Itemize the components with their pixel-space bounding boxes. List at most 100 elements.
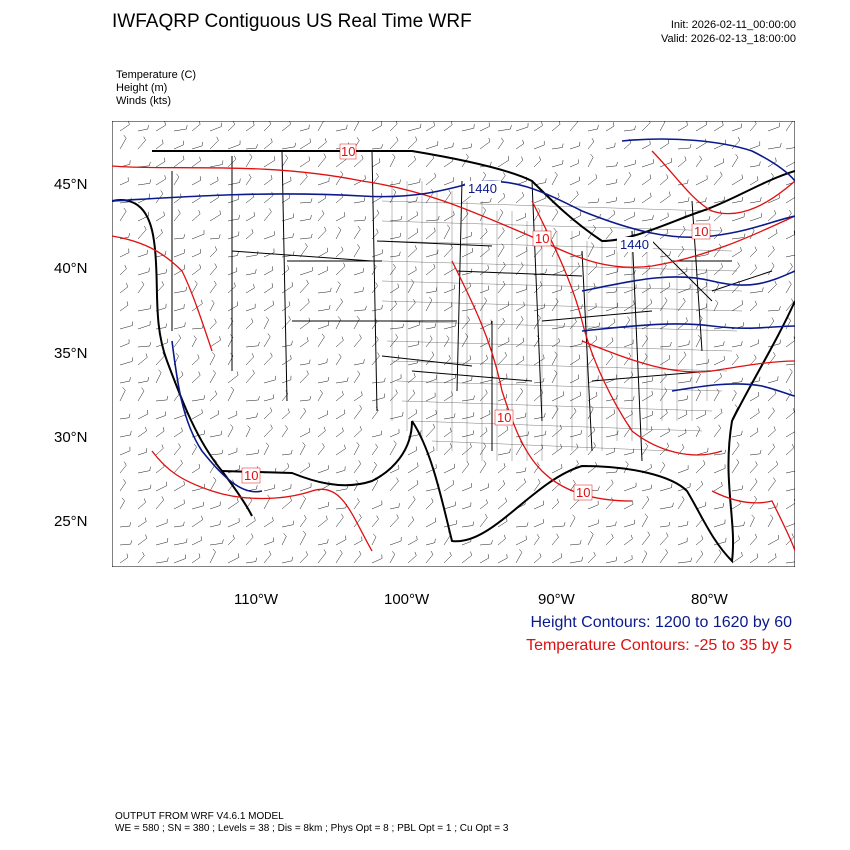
wind-barb-flag <box>269 121 272 125</box>
wind-barb <box>767 309 780 312</box>
wind-barb-flag <box>453 413 456 418</box>
wind-barb <box>317 519 328 528</box>
wind-barb <box>317 230 327 240</box>
wind-barb <box>785 536 794 546</box>
wind-barb <box>587 157 594 168</box>
wind-barb-flag <box>357 225 361 230</box>
wind-barb <box>497 141 504 150</box>
wind-barb <box>461 319 470 330</box>
wind-barb-flag <box>666 532 669 537</box>
wind-barb-flag <box>338 353 342 358</box>
wind-barb <box>191 358 200 366</box>
wind-barb <box>605 125 615 132</box>
wind-barb <box>497 521 508 528</box>
wind-barb <box>281 217 294 222</box>
wind-barb-flag <box>771 172 774 177</box>
wind-barb-flag <box>614 142 616 147</box>
wind-barb <box>659 286 671 294</box>
wind-barb-flag <box>144 225 147 230</box>
wind-barb <box>209 453 222 456</box>
wind-barb-flag <box>203 395 206 400</box>
wind-barb <box>713 552 722 564</box>
wind-barb <box>443 446 452 456</box>
wind-barb <box>569 163 579 168</box>
wind-barb <box>623 175 632 186</box>
wind-barb <box>515 250 528 258</box>
wind-barb <box>641 534 650 546</box>
wind-barb-flag <box>356 442 360 446</box>
wind-barb <box>155 448 164 456</box>
lat-label: 45°N <box>54 176 88 193</box>
wind-barb-flag <box>220 430 223 435</box>
wind-barb-flag <box>396 477 399 482</box>
wind-barb <box>371 308 382 312</box>
wind-barb-flag <box>684 156 687 161</box>
wind-barb-flag <box>758 323 761 328</box>
wind-barb <box>533 556 542 564</box>
wind-barb-flag <box>164 121 166 126</box>
wind-barb-flag <box>502 227 505 231</box>
wind-barb <box>605 146 615 150</box>
wind-barb-flag <box>473 412 475 417</box>
wind-barb-flag <box>165 268 167 273</box>
wind-barb-flag <box>718 549 722 554</box>
wind-barb-flag <box>705 197 707 202</box>
wind-barb <box>443 534 451 546</box>
wind-barb <box>371 397 385 402</box>
wind-barb-flag <box>433 446 435 451</box>
wind-barb <box>623 504 634 510</box>
lat-label: 30°N <box>54 429 88 446</box>
wind-barb <box>785 147 795 150</box>
wind-barb-flag <box>429 296 433 301</box>
wind-barb <box>299 142 311 150</box>
wind-barb <box>569 288 580 294</box>
wind-barb <box>299 341 309 348</box>
wind-barb-flag <box>774 280 777 285</box>
wind-barb <box>695 142 707 150</box>
wind-barb <box>227 235 239 240</box>
wind-barb-flag <box>754 354 757 359</box>
wind-barb <box>443 395 453 402</box>
wind-barb <box>677 561 691 564</box>
wind-barb <box>173 268 186 276</box>
wind-barb <box>155 232 163 240</box>
wind-barb-flag <box>690 557 693 562</box>
wind-barb <box>479 463 487 474</box>
wind-barb <box>281 344 292 348</box>
wind-barb-flag <box>716 388 720 393</box>
wind-barb <box>317 251 328 258</box>
wind-barb-flag <box>523 478 526 483</box>
wind-barb-flag <box>201 299 203 304</box>
lon-label: 90°W <box>538 591 575 608</box>
wind-barb <box>713 125 724 132</box>
wind-barb-flag <box>754 121 757 124</box>
wind-barb <box>209 373 216 384</box>
wind-barb <box>443 431 452 438</box>
wind-barb-flag <box>751 514 755 519</box>
wind-barb <box>461 399 474 402</box>
wind-barb <box>749 291 763 294</box>
wind-barb-flag <box>375 443 378 448</box>
wind-barb-flag <box>376 336 379 341</box>
wind-barb <box>713 468 726 474</box>
wind-barb <box>317 552 327 564</box>
wind-barb-flag <box>302 442 306 446</box>
wind-barb-flag <box>502 280 506 285</box>
wind-barb-flag <box>384 377 386 382</box>
wind-barb <box>389 287 399 294</box>
wind-barb-flag <box>776 229 778 234</box>
wind-barb-flag <box>161 496 164 501</box>
wind-barb-flag <box>176 173 180 178</box>
wind-barb <box>659 431 670 438</box>
wind-barb-flag <box>742 322 744 327</box>
wind-barb <box>191 375 201 384</box>
wind-barb <box>371 147 382 150</box>
wind-barb-flag <box>340 170 344 175</box>
wind-barb <box>785 234 795 240</box>
wind-barb <box>605 560 617 564</box>
wind-barb-flag <box>147 125 149 130</box>
wind-barb-flag <box>418 340 420 345</box>
wind-barb-flag <box>503 534 506 539</box>
wind-barb <box>479 517 488 528</box>
wind-barb-flag <box>615 288 618 293</box>
